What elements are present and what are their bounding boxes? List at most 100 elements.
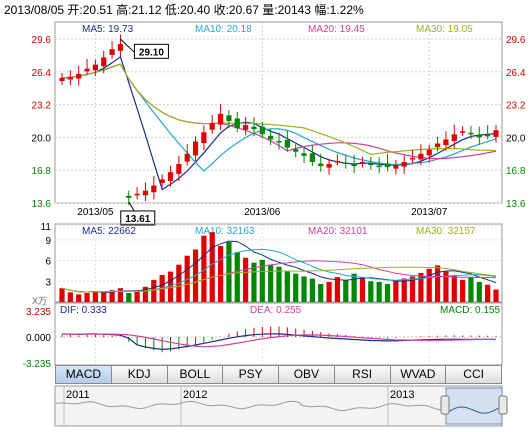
volume-bar <box>493 289 499 302</box>
candle-up <box>334 160 341 163</box>
candle-up <box>76 73 82 79</box>
volume-bar <box>426 268 432 302</box>
tab-cci[interactable]: CCI <box>446 365 502 384</box>
candle-up <box>401 162 407 167</box>
candle-down <box>276 140 282 143</box>
candle-down <box>376 165 382 168</box>
timeline-labels: 2011 2012 2013 <box>63 386 414 426</box>
price-ytick-left: 13.6 <box>32 199 52 210</box>
candle-up <box>101 57 107 67</box>
quote-open: 开:20.51 <box>67 3 113 17</box>
candle-down <box>284 139 290 148</box>
volume-bar <box>434 265 441 302</box>
candle-down <box>318 163 324 167</box>
timeline-handle-left[interactable] <box>440 395 450 415</box>
tab-boll[interactable]: BOLL <box>167 365 224 384</box>
price-ytick-left: 26.4 <box>32 68 52 79</box>
volume-bar <box>343 279 349 302</box>
volume-bar <box>59 288 65 302</box>
tab-kdj[interactable]: KDJ <box>111 365 168 384</box>
candle-down <box>126 195 132 198</box>
low-annotation-label: 13.61 <box>125 214 150 225</box>
candle-down <box>368 163 374 166</box>
volume-bar <box>126 293 132 302</box>
volume-bar <box>443 271 449 302</box>
candle-up <box>217 113 224 125</box>
tab-obv[interactable]: OBV <box>279 365 335 384</box>
volume-ma10-legend: MA10: 32163 <box>195 226 255 237</box>
volume-bar <box>243 257 249 302</box>
candle-down <box>468 132 474 135</box>
macd-ytick: 0.000 <box>26 333 51 344</box>
volume-bar <box>217 246 224 302</box>
volume-ytick: 6 <box>45 257 51 268</box>
quote-change: 幅:1.22% <box>314 3 364 17</box>
candle-down <box>226 115 232 121</box>
volume-bar <box>92 290 98 302</box>
tab-wvad[interactable]: WVAD <box>390 365 447 384</box>
price-xaxis-labels: 2013/05 2013/06 2013/07 <box>77 207 447 218</box>
price-ma20-legend: MA20: 19.45 <box>308 24 365 35</box>
candle-up <box>151 185 157 193</box>
candle-up <box>418 153 424 160</box>
volume-bar <box>384 284 391 302</box>
price-ytick-right: 13.6 <box>506 199 526 210</box>
tab-psy[interactable]: PSY <box>223 365 279 384</box>
volume-unit-label: X万 <box>32 296 47 306</box>
price-ytick-right: 20.0 <box>506 133 526 144</box>
macd-dif-legend: DIF: 0.333 <box>60 305 107 316</box>
timeline-year-label: 2013 <box>390 389 414 401</box>
candle-up <box>393 165 399 169</box>
candle-down <box>301 153 307 156</box>
price-grid <box>55 22 502 365</box>
price-ytick-left: 20.0 <box>32 133 52 144</box>
candle-down <box>234 118 240 129</box>
candle-down <box>351 164 357 167</box>
volume-moving-averages <box>61 240 497 294</box>
timeline-selection[interactable] <box>445 387 503 425</box>
volume-bar <box>134 290 140 302</box>
volume-bar <box>418 272 424 302</box>
volume-ma30-legend: MA30: 32157 <box>416 226 476 237</box>
macd-dea-line <box>61 333 496 348</box>
volume-bar <box>359 277 366 302</box>
volume-bar <box>201 235 207 302</box>
low-annotation-box <box>120 210 156 226</box>
timeline-handle-right[interactable] <box>498 395 508 415</box>
tab-rsi[interactable]: RSI <box>334 365 391 384</box>
price-annotations: 29.10 13.61 <box>120 38 169 226</box>
candle-up <box>84 68 90 72</box>
candle-down <box>343 162 349 165</box>
macd-ytick: 3.235 <box>26 307 51 318</box>
candle-up <box>243 125 249 130</box>
price-moving-averages <box>61 55 497 191</box>
timeline-year-label: 2011 <box>66 389 90 401</box>
volume-bar <box>67 292 73 302</box>
candle-up <box>159 179 165 184</box>
volume-bar <box>460 279 466 302</box>
candle-up <box>493 130 499 137</box>
tab-macd[interactable]: MACD <box>55 365 112 384</box>
candle-up <box>409 157 416 160</box>
price-ytick-left: 16.8 <box>32 166 52 177</box>
volume-bar <box>293 273 299 302</box>
candle-up <box>192 141 199 156</box>
volume-bar <box>226 241 232 302</box>
volume-bar <box>76 294 82 302</box>
candle-down <box>485 134 491 137</box>
volume-bar <box>234 252 240 302</box>
candle-up <box>460 131 466 133</box>
volume-bar <box>276 266 282 302</box>
macd-ytick: -3.235 <box>23 359 52 370</box>
volume-ytick: 11 <box>41 222 52 233</box>
price-ytick-left: 29.6 <box>32 35 52 46</box>
volume-bar <box>268 264 274 302</box>
candle-up <box>209 123 215 130</box>
candle-up <box>67 76 73 80</box>
price-candles <box>59 34 499 206</box>
price-ma5-legend: MA5: 19.73 <box>82 24 134 35</box>
high-annotation-label: 29.10 <box>139 47 164 58</box>
candle-up <box>426 149 432 156</box>
timeline-selection-line <box>447 406 501 414</box>
price-ytick-right: 16.8 <box>506 166 526 177</box>
